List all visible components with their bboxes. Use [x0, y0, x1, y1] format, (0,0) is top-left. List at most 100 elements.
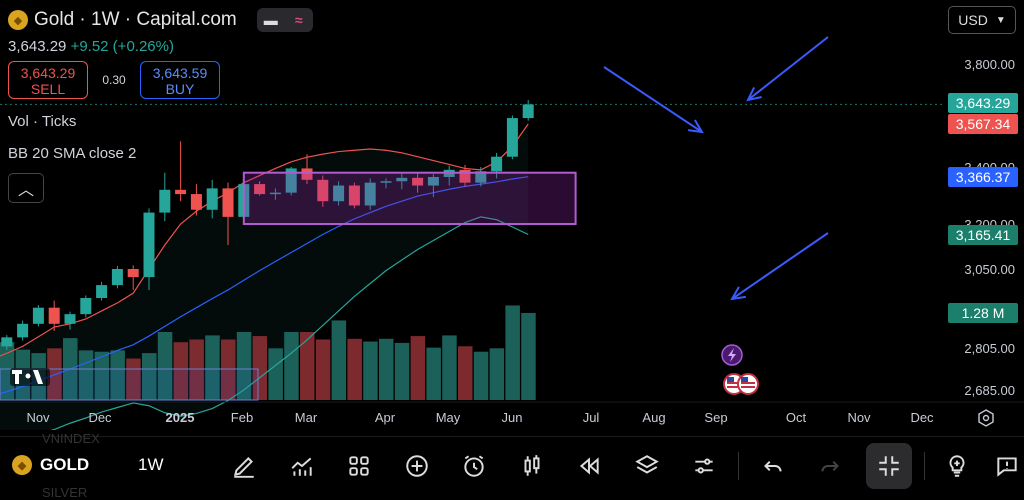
candle-body	[143, 212, 155, 278]
candle[interactable]	[17, 320, 29, 341]
candle[interactable]	[364, 178, 376, 210]
candle-body	[80, 298, 92, 315]
interval-selector[interactable]: 1W	[138, 455, 164, 474]
candle[interactable]	[206, 179, 218, 219]
arrow-annotation-3[interactable]	[730, 232, 829, 301]
candle[interactable]	[491, 152, 503, 179]
alarm-clock-icon	[464, 455, 484, 477]
settings-button[interactable]	[687, 449, 721, 483]
candle[interactable]	[380, 178, 392, 189]
objects-button[interactable]	[630, 449, 664, 483]
pencil-icon	[233, 457, 254, 478]
arrow-annotation-2[interactable]	[746, 36, 829, 102]
candle[interactable]	[190, 184, 202, 216]
candle[interactable]	[96, 281, 108, 301]
candle-body	[175, 189, 187, 195]
candle[interactable]	[396, 173, 408, 190]
add-button[interactable]	[400, 449, 434, 483]
wave-icon[interactable]: ≈	[294, 12, 303, 28]
candle[interactable]	[506, 115, 518, 160]
candlestick-chart[interactable]: 3,800.003,400.003,200.003,050.002,805.00…	[0, 0, 1024, 430]
currency-selector[interactable]: USD ▼	[948, 6, 1016, 34]
volume-bar	[379, 338, 394, 400]
undo-button[interactable]	[756, 449, 790, 483]
candle[interactable]	[475, 167, 487, 187]
lightning-event-icon[interactable]	[721, 344, 743, 366]
candle[interactable]	[159, 172, 171, 222]
candle[interactable]	[348, 182, 360, 209]
candle[interactable]	[333, 181, 345, 206]
candle[interactable]	[127, 265, 139, 290]
layouts-button[interactable]	[342, 449, 376, 483]
last-price-label: 3,643.29	[948, 93, 1018, 113]
candle-layer	[1, 100, 534, 350]
candle[interactable]	[32, 305, 44, 327]
candle[interactable]	[459, 164, 471, 187]
candle-body	[17, 323, 29, 338]
sell-button[interactable]: 3,643.29 SELL	[8, 61, 88, 99]
candle[interactable]	[48, 300, 60, 331]
volume-bar	[221, 339, 236, 400]
x-tick-label: Apr	[375, 410, 396, 425]
candle[interactable]	[1, 335, 13, 350]
buy-button[interactable]: 3,643.59 BUY	[140, 61, 220, 99]
candle[interactable]	[412, 172, 424, 193]
candle[interactable]	[427, 174, 439, 197]
candle-body	[506, 118, 518, 157]
fullscreen-exit-button[interactable]	[866, 443, 912, 489]
chevron-down-icon: ▼	[995, 14, 1006, 26]
arrow-annotation-1[interactable]	[603, 66, 704, 134]
candle[interactable]	[111, 266, 123, 289]
x-tick-label: 2025	[166, 410, 195, 425]
buy-price: 3,643.59	[152, 65, 208, 81]
candle-body	[127, 269, 139, 278]
bb-basis-label: 3,366.37	[948, 167, 1018, 187]
symbol-selector[interactable]: ◆ GOLD	[12, 455, 89, 475]
candle[interactable]	[254, 181, 266, 196]
x-tick-label: Feb	[231, 410, 253, 425]
candle-body	[285, 168, 297, 193]
x-tick-label: Dec	[88, 410, 112, 425]
minus-icon[interactable]: ▬	[263, 12, 278, 28]
candle-body	[1, 337, 13, 347]
candle[interactable]	[175, 141, 187, 202]
chart-type-button[interactable]	[515, 449, 549, 483]
candle[interactable]	[222, 182, 234, 245]
sell-price: 3,643.29	[20, 65, 76, 81]
volume-indicator-label[interactable]: Vol · Ticks	[8, 113, 77, 130]
volume-bar	[300, 332, 315, 400]
us-flag-event-icon[interactable]	[737, 373, 759, 395]
candle[interactable]	[80, 295, 92, 318]
chart-mode-toggle[interactable]: ▬ ≈	[256, 8, 313, 32]
range-box[interactable]	[242, 171, 577, 225]
x-tick-label: Oct	[786, 410, 807, 425]
price-row: 3,643.29 +9.52 (+0.26%)	[8, 38, 313, 55]
ideas-button[interactable]	[940, 449, 974, 483]
draw-pencil-button[interactable]	[227, 449, 261, 483]
alert-button[interactable]	[457, 449, 491, 483]
candle[interactable]	[64, 311, 76, 330]
indicators-button[interactable]	[285, 449, 319, 483]
candle-body	[380, 181, 392, 183]
axis-settings-icon[interactable]	[978, 409, 994, 427]
collapse-indicators-button[interactable]: ︿	[8, 173, 44, 203]
candle-body	[269, 192, 281, 195]
symbol-title[interactable]: Gold · 1W · Capital.com	[34, 9, 237, 30]
bb-indicator-label[interactable]: BB 20 SMA close 2	[8, 145, 137, 162]
toolbar-divider-2	[924, 452, 925, 480]
x-tick-label: May	[436, 410, 461, 425]
candle[interactable]	[522, 100, 534, 121]
plus-circle-icon	[406, 455, 428, 477]
candle[interactable]	[301, 154, 313, 185]
x-tick-label: Aug	[642, 410, 665, 425]
chat-button[interactable]	[990, 449, 1024, 483]
candle[interactable]	[143, 208, 155, 290]
replay-button[interactable]	[572, 449, 606, 483]
redo-button[interactable]	[813, 449, 847, 483]
candle[interactable]	[317, 175, 329, 207]
undo-icon	[764, 460, 782, 472]
volume-bar	[236, 332, 252, 400]
candle-body	[475, 171, 487, 183]
candle-body	[301, 168, 313, 180]
candle[interactable]	[269, 188, 281, 200]
